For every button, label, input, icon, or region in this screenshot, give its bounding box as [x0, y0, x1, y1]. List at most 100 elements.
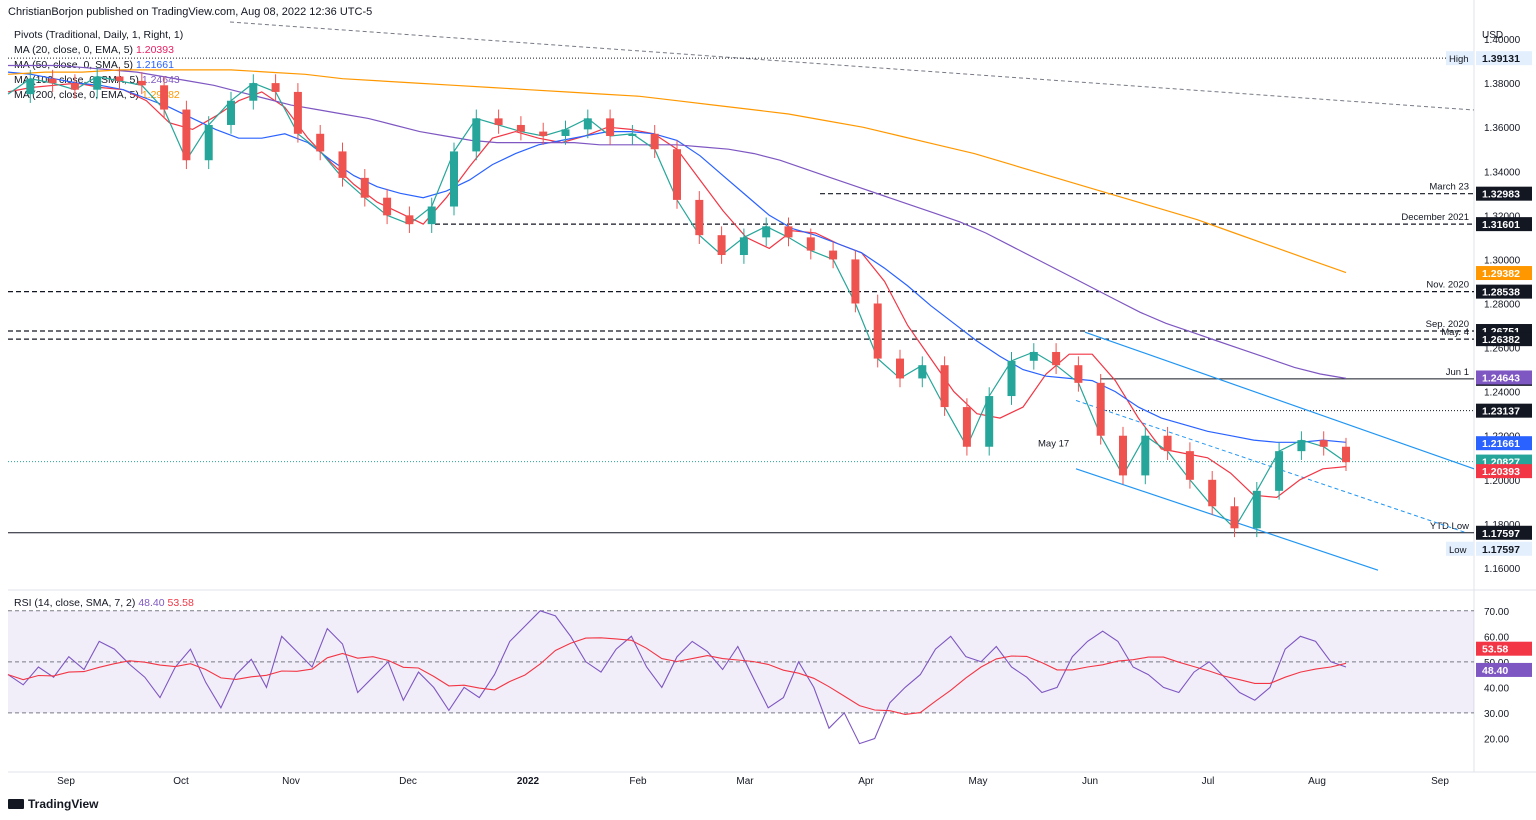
- indicator-price-tag-text: 1.24643: [1482, 372, 1520, 384]
- candle-body: [26, 78, 35, 95]
- candle-body: [1119, 435, 1127, 476]
- time-axis-label: Aug: [1308, 776, 1326, 787]
- candle-body: [985, 396, 994, 447]
- candle-body: [93, 76, 102, 90]
- time-axis-label: Jun: [1082, 776, 1098, 787]
- indicator-price-tag: [1476, 464, 1532, 479]
- rsi-value-tag-text: 48.40: [1482, 665, 1508, 677]
- candle-body: [472, 118, 481, 152]
- price-tick-label: 1.28000: [1484, 299, 1521, 310]
- candle-body: [673, 149, 681, 200]
- candle-body: [606, 118, 615, 136]
- candle-body: [873, 303, 882, 359]
- candle-body: [450, 151, 458, 207]
- time-axis-label: Apr: [858, 776, 874, 787]
- time-axis-label: Oct: [173, 776, 189, 787]
- price-tick-label: 1.32000: [1484, 211, 1521, 222]
- level-price-tag-text: 1.26382: [1482, 334, 1520, 346]
- time-axis-label: 2022: [517, 776, 540, 787]
- time-axis-label: Sep: [57, 776, 75, 787]
- ma20-value: 1.20393: [135, 44, 174, 56]
- level-price-tag: [1476, 525, 1532, 540]
- candle-body: [271, 83, 280, 92]
- candle-body: [1074, 365, 1083, 383]
- candle-body: [1163, 435, 1172, 452]
- time-axis-label: Mar: [736, 776, 754, 787]
- indicator-price-tag-text: 1.29382: [1482, 268, 1520, 280]
- price-tick-label: 1.18000: [1484, 520, 1521, 531]
- candle-body: [1230, 506, 1239, 529]
- level-price-tag: [1476, 284, 1532, 299]
- rsi-tick-label: 30.00: [1484, 709, 1509, 720]
- may17-annotation: May 17: [1038, 438, 1069, 449]
- candle-body: [1297, 440, 1306, 452]
- candle-body: [338, 151, 347, 178]
- level-name-box: [1446, 541, 1474, 556]
- level-price-tag-text: 1.32983: [1482, 189, 1520, 201]
- tradingview-logo[interactable]: TradingView: [8, 797, 98, 811]
- candle-body: [316, 133, 325, 152]
- level-name: Sep. 2020: [1426, 319, 1469, 330]
- candle-body: [940, 365, 949, 408]
- indicator-price-tag: [1476, 266, 1532, 281]
- ma50-legend[interactable]: MA (50, close, 0, SMA, 5) 1.21661: [14, 59, 174, 71]
- rsi-value-tag: [1476, 662, 1532, 677]
- price-tick-label: 1.30000: [1484, 255, 1521, 266]
- candle-body: [1208, 479, 1217, 507]
- level-name: High: [1449, 54, 1469, 65]
- level-name: May. 4: [1441, 327, 1469, 338]
- time-axis-label: Nov: [282, 776, 300, 787]
- level-price-tag-text: 1.31601: [1482, 219, 1520, 231]
- rsi-value-tag: [1476, 641, 1532, 656]
- ma20-legend[interactable]: MA (20, close, 0, EMA, 5) 1.20393: [14, 44, 174, 56]
- channel-upper-line: [1084, 331, 1475, 470]
- candle-body: [405, 215, 414, 225]
- candle-body: [851, 259, 860, 304]
- indicator-price-tag-text: 1.21661: [1482, 438, 1520, 450]
- currency-label: USD: [1482, 30, 1503, 41]
- indicator-legend: Pivots (Traditional, Daily, 1, Right, 1)…: [14, 28, 183, 103]
- rsi-legend[interactable]: RSI (14, close, SMA, 7, 2) 48.40 53.58: [14, 597, 194, 609]
- time-axis-label: Feb: [629, 776, 647, 787]
- candle-body: [896, 358, 904, 379]
- indicator-price-tag: [1476, 370, 1532, 385]
- level-name: December 2021: [1401, 212, 1469, 223]
- rsi-tick-label: 70.00: [1484, 607, 1509, 618]
- rsi-tick-label: 40.00: [1484, 683, 1509, 694]
- candle-body: [717, 235, 726, 256]
- level-price-tag: [1476, 403, 1532, 418]
- candle-body: [695, 199, 704, 236]
- candle-body: [1252, 490, 1261, 529]
- ma50-value: 1.21661: [135, 59, 174, 71]
- price-tick-label: 1.20000: [1484, 476, 1521, 487]
- candle-body: [160, 85, 169, 110]
- candle-body: [1185, 451, 1194, 480]
- pivots-legend[interactable]: Pivots (Traditional, Daily, 1, Right, 1): [14, 29, 184, 41]
- candle-body: [182, 109, 191, 161]
- level-name: March 23: [1429, 182, 1469, 193]
- candle-body: [1052, 351, 1061, 366]
- candle-body: [628, 133, 637, 136]
- candle-body: [204, 124, 213, 161]
- time-axis-label: Jul: [1202, 776, 1215, 787]
- time-axis-label: May: [969, 776, 988, 787]
- level-price-tag-text: 1.17597: [1482, 544, 1520, 556]
- rsi-tick-label: 60.00: [1484, 632, 1509, 643]
- long-term-trendline: [229, 21, 1475, 111]
- price-tick-label: 1.16000: [1484, 564, 1521, 575]
- candle-body: [962, 407, 971, 447]
- rsi-value-tag-text: 53.58: [1482, 644, 1508, 656]
- candle-body: [1319, 440, 1328, 447]
- level-name: YTD Low: [1430, 521, 1469, 532]
- candle-body: [427, 206, 436, 225]
- candle-body: [650, 133, 659, 150]
- ma100-value: 1.24643: [141, 74, 180, 86]
- price-tick-label: 1.26000: [1484, 344, 1521, 355]
- candle-body: [739, 237, 748, 256]
- level-name: Nov. 2020: [1426, 280, 1469, 291]
- candle-body: [561, 129, 570, 136]
- level-price-tag: [1476, 332, 1532, 347]
- candle-body: [360, 177, 369, 198]
- ma200-legend[interactable]: MA (200, close, 0, EMA, 5) 1.29382: [14, 88, 183, 103]
